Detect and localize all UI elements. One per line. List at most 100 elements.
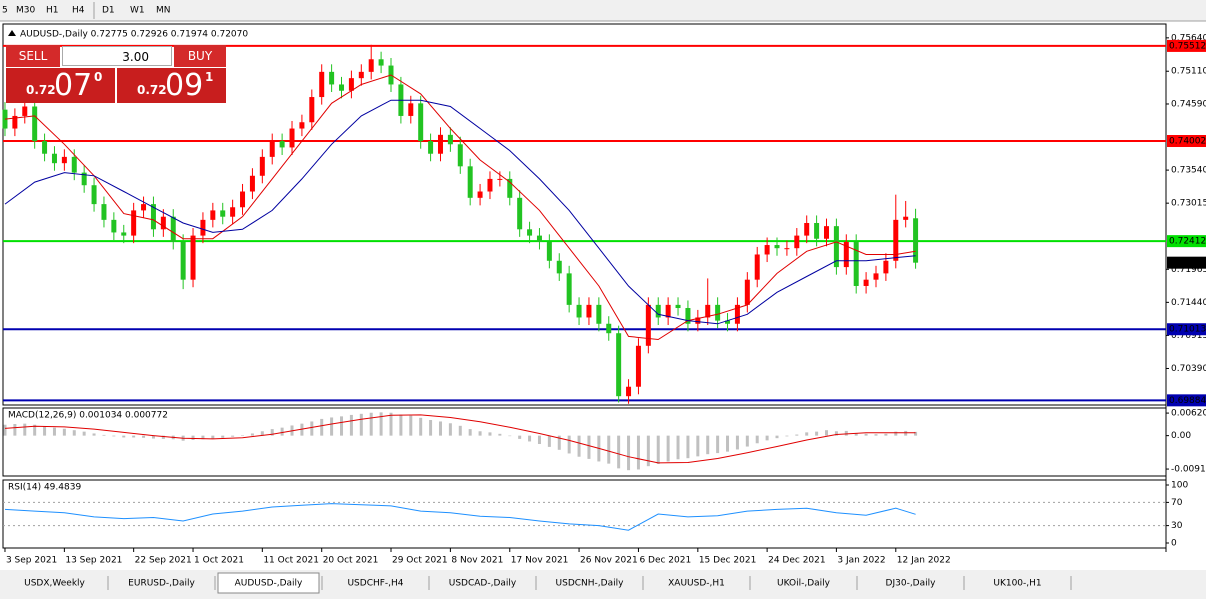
buy-button[interactable]: BUY (174, 45, 226, 67)
candle-body (437, 134, 443, 154)
candle-body (279, 141, 285, 148)
timeframe-button[interactable]: 5 (2, 6, 8, 16)
timeframe-button[interactable]: H1 (46, 6, 59, 16)
timeframe-button[interactable]: M30 (16, 6, 35, 16)
macd-bar (666, 435, 670, 462)
candle-body (596, 304, 602, 324)
macd-bar (320, 418, 324, 436)
candle-body (477, 191, 483, 198)
macd-bar (805, 432, 809, 436)
tab[interactable] (217, 572, 320, 594)
x-tick-label: 29 Oct 2021 (392, 556, 448, 566)
y-tick-label: 30 (1171, 521, 1183, 531)
candle-body (91, 185, 97, 205)
level-label: 0.69884 (1169, 396, 1206, 406)
macd-bar (429, 420, 433, 436)
macd-bar (82, 431, 86, 436)
candle-body (71, 156, 77, 173)
tab-label: XAUUSD-,H1 (668, 579, 725, 589)
macd-bar (72, 430, 76, 436)
candle-body (527, 229, 533, 236)
tab-label: UK100-,H1 (993, 579, 1041, 589)
macd-bar (547, 435, 551, 447)
candle-body (774, 245, 780, 249)
candle-body (81, 172, 87, 186)
y-tick-label: 0.73015 (1171, 199, 1206, 209)
macd-bar (726, 435, 730, 452)
macd-bar (716, 435, 720, 454)
macd-bar (557, 435, 561, 450)
candle-body (339, 84, 345, 91)
candle-body (804, 223, 810, 236)
candle-body (358, 71, 364, 79)
candle-body (428, 141, 434, 154)
tab[interactable] (967, 573, 1068, 593)
candle-body (329, 71, 335, 85)
candle-body (457, 144, 463, 167)
volume-input[interactable]: 3.00 (62, 46, 172, 66)
candle-body (230, 207, 236, 217)
sell-button[interactable]: SELL (6, 45, 60, 67)
tab[interactable] (325, 573, 426, 593)
candle-body (447, 134, 453, 145)
sell-sup: 0 (94, 70, 103, 84)
x-tick-label: 20 Oct 2021 (323, 556, 379, 566)
sell-price[interactable]: 0.72 07 0 (6, 68, 115, 103)
moving-average (4, 99, 916, 325)
candle-body (61, 156, 67, 164)
toolbar (0, 0, 1206, 21)
tab[interactable] (4, 573, 105, 593)
macd-bar (864, 433, 868, 436)
macd-bar (310, 421, 314, 436)
macd-bar (260, 431, 264, 436)
candle-body (220, 210, 226, 217)
tab[interactable] (432, 573, 533, 593)
macd-bar (636, 435, 640, 470)
timeframe-button[interactable]: D1 (102, 6, 115, 16)
macd-bar (250, 433, 254, 436)
tab[interactable] (111, 573, 212, 593)
tab[interactable] (539, 573, 640, 593)
candle-body (42, 141, 48, 154)
macd-bar (62, 428, 66, 436)
buy-big: 09 (165, 68, 204, 103)
sell-big: 07 (54, 68, 93, 103)
candle-body (586, 304, 592, 318)
candle-body (210, 210, 216, 220)
macd-bar (617, 435, 621, 469)
macd-bar (795, 434, 799, 436)
candle-body (507, 178, 513, 198)
candle-body (51, 153, 57, 164)
candle-body (12, 115, 18, 129)
y-tick-label: 0.006201 (1171, 409, 1206, 419)
macd-bar (201, 435, 205, 440)
candle-body (289, 128, 295, 148)
tab[interactable] (860, 573, 961, 593)
timeframe-button[interactable]: W1 (130, 6, 145, 16)
candle-body (655, 304, 661, 318)
candle-body (685, 308, 691, 324)
macd-bar (142, 435, 146, 438)
buy-price[interactable]: 0.72 09 1 (117, 68, 226, 103)
macd-bar (528, 435, 532, 442)
tab[interactable] (646, 573, 747, 593)
macd-bar (270, 429, 274, 436)
candle-body (368, 59, 374, 72)
macd-bar (468, 429, 472, 436)
macd-bar (894, 431, 898, 436)
level-label-box (1167, 39, 1206, 52)
candle-body (616, 333, 622, 397)
tab-label: USDCNH-,Daily (556, 579, 625, 589)
timeframe-button[interactable]: MN (156, 6, 171, 16)
tab-label: USDCHF-,H4 (347, 579, 403, 589)
level-label-box (1167, 235, 1206, 248)
macd-panel (2, 407, 1167, 477)
timeframe-button[interactable]: H4 (72, 6, 85, 16)
y-tick-label: 0.75110 (1171, 67, 1206, 77)
x-tick-label: 13 Sep 2021 (65, 556, 122, 566)
tab[interactable] (753, 573, 854, 593)
candle-body (626, 386, 632, 397)
candle-body (536, 235, 542, 242)
